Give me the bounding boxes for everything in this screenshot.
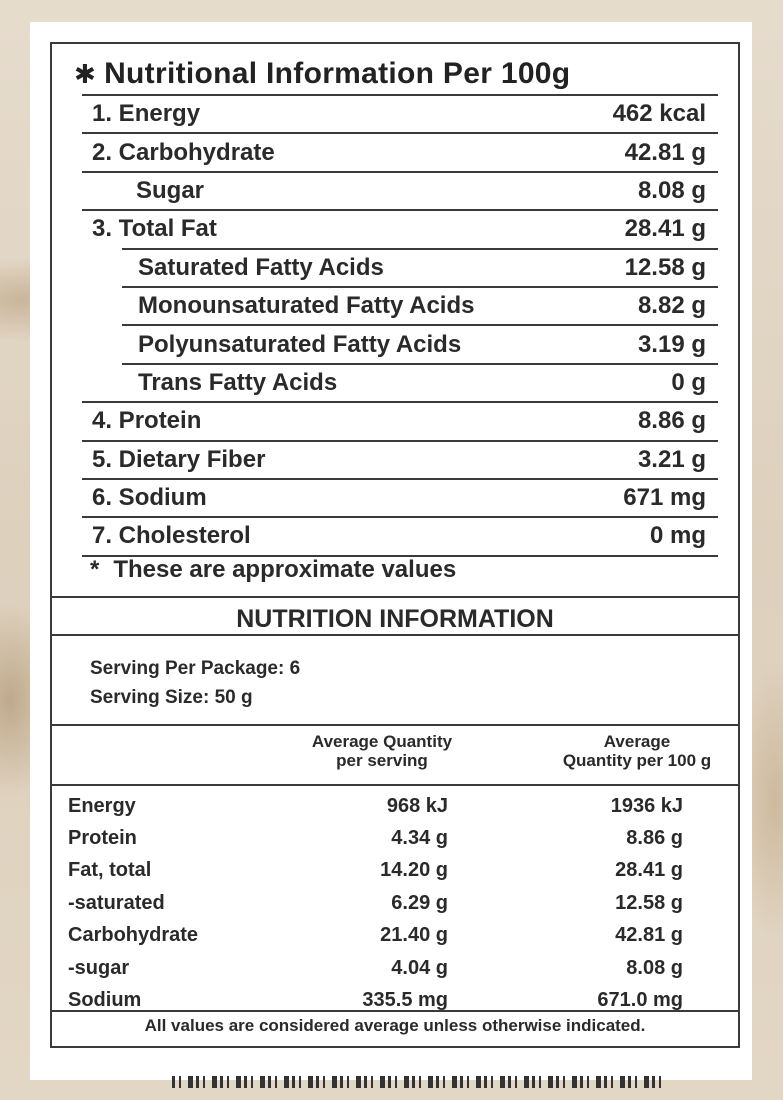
table-row: Fat, total 14.20 g 28.41 g — [68, 855, 728, 887]
column-header-line: per serving — [336, 751, 428, 770]
section-divider — [52, 596, 738, 598]
nutrient-name: 6. Sodium — [92, 484, 207, 512]
nutrient-name: Saturated Fatty Acids — [138, 253, 384, 281]
per-serving-value: 4.04 g — [391, 956, 448, 979]
per-serving-value: 968 kJ — [386, 794, 448, 817]
table-row: Monounsaturated Fatty Acids 8.82 g — [122, 285, 718, 324]
column-header-line: Average — [603, 732, 671, 751]
nutrient-value: 671 mg — [623, 484, 706, 512]
table-row: Polyunsaturated Fatty Acids 3.19 g — [122, 324, 718, 362]
per-100g-value: 28.41 g — [615, 859, 683, 882]
nutrient-value: 8.82 g — [637, 292, 706, 320]
table-row: Trans Fatty Acids 0 g — [122, 362, 718, 401]
nutrient-name: Energy — [68, 794, 136, 817]
table-row: 1. Energy 462 kcal — [82, 94, 718, 132]
nutrient-name: 7. Cholesterol — [92, 522, 251, 550]
nutrient-value: 8.08 g — [637, 176, 706, 204]
footer-note: All values are considered average unless… — [144, 1016, 646, 1035]
column-header-per-serving: Average Quantity per serving — [282, 732, 482, 770]
table-row: Protein 4.34 g 8.86 g — [68, 822, 728, 854]
nutrient-value: 8.86 g — [637, 407, 706, 435]
table-row: Energy 968 kJ 1936 kJ — [68, 790, 728, 822]
top-title-text: Nutritional Information Per 100g — [104, 57, 571, 90]
per-serving-value: 4.34 g — [391, 827, 448, 850]
asterisk-icon: ✱ — [74, 58, 97, 89]
serving-size: Serving Size: 50 g — [90, 687, 253, 708]
nutrient-name: 5. Dietary Fiber — [92, 445, 266, 473]
table-row: 4. Protein 8.86 g — [82, 401, 718, 439]
nutrient-value: 0 g — [671, 368, 706, 396]
per-serving-value: 21.40 g — [380, 924, 448, 947]
barcode-strip — [172, 1076, 662, 1088]
nutrient-value: 12.58 g — [624, 253, 706, 281]
table-row: -sugar 4.04 g 8.08 g — [68, 952, 728, 984]
nutrient-value: 28.41 g — [624, 215, 706, 243]
table-row: 6. Sodium 671 mg — [82, 477, 718, 516]
note-asterisk: * — [90, 556, 100, 583]
table-row: 3. Total Fat 28.41 g — [82, 209, 718, 247]
nutrient-name: Fat, total — [68, 859, 152, 882]
nutrient-name: Sodium — [68, 989, 142, 1012]
section-divider — [52, 1010, 738, 1012]
top-table-title: ✱ Nutritional Information Per 100g — [74, 54, 720, 94]
nutrient-name: Sugar — [136, 176, 205, 204]
per-serving-value: 6.29 g — [391, 891, 448, 914]
nutrient-name: Carbohydrate — [68, 924, 199, 947]
per-100g-value: 671.0 mg — [597, 989, 683, 1012]
table-row: 7. Cholesterol 0 mg — [82, 516, 718, 554]
nutrition-per-100g-table: 1. Energy 462 kcal 2. Carbohydrate 42.81 g S… — [82, 94, 718, 557]
nutrient-value: 0 mg — [649, 522, 706, 550]
column-header-per-100g: Average Quantity per 100 g — [542, 732, 732, 770]
per-100g-value: 42.81 g — [615, 924, 683, 947]
nutrient-name: Monounsaturated Fatty Acids — [138, 292, 475, 320]
approximate-note: * These are approximate values — [90, 556, 456, 584]
nutrient-value: 42.81 g — [624, 138, 706, 166]
serving-per-package: Serving Per Package: 6 — [90, 658, 301, 679]
nutrition-panel: ✱ Nutritional Information Per 100g 1. En… — [50, 42, 740, 1048]
per-serving-value: 14.20 g — [380, 859, 448, 882]
table-row: 5. Dietary Fiber 3.21 g — [82, 439, 718, 478]
table-row: -saturated 6.29 g 12.58 g — [68, 887, 728, 919]
nutrient-value: 3.21 g — [637, 445, 706, 473]
per-100g-value: 12.58 g — [615, 891, 683, 914]
nutrient-name: 2. Carbohydrate — [92, 138, 275, 166]
nutrient-name: -sugar — [68, 956, 130, 979]
nutrition-information-title: NUTRITION INFORMATION — [236, 604, 554, 633]
table-row: Saturated Fatty Acids 12.58 g — [122, 247, 718, 286]
nutrient-name: -saturated — [68, 891, 165, 914]
column-header-line: Average Quantity — [311, 732, 453, 751]
serving-info: Serving Per Package: 6 Serving Size: 50 … — [90, 654, 300, 712]
nutrient-name: 4. Protein — [92, 407, 202, 435]
per-100g-value: 1936 kJ — [610, 794, 683, 817]
per-serving-value: 335.5 mg — [362, 989, 448, 1012]
nutrition-information-table: Energy 968 kJ 1936 kJ Protein 4.34 g 8.86 g Fa… — [68, 790, 728, 1017]
nutrient-name: Trans Fatty Acids — [138, 368, 338, 396]
nutrient-name: Polyunsaturated Fatty Acids — [138, 330, 462, 358]
nutrient-name: Protein — [68, 827, 137, 850]
note-text: These are approximate values — [113, 556, 457, 583]
per-100g-value: 8.08 g — [626, 956, 683, 979]
table-row: 2. Carbohydrate 42.81 g — [82, 132, 718, 170]
table-row: Sugar 8.08 g — [82, 170, 718, 209]
table-row: Carbohydrate 21.40 g 42.81 g — [68, 920, 728, 952]
table-bottom-rule — [82, 554, 718, 557]
nutrient-name: 3. Total Fat — [92, 215, 217, 243]
section-divider — [52, 724, 738, 726]
section-divider — [52, 634, 738, 636]
column-header-line: Quantity per 100 g — [562, 751, 712, 770]
nutrient-name: 1. Energy — [92, 100, 201, 128]
section-divider — [52, 784, 738, 786]
table-row: Sodium 335.5 mg 671.0 mg — [68, 984, 728, 1016]
nutrient-value: 462 kcal — [612, 100, 706, 128]
nutrient-value: 3.19 g — [637, 330, 706, 358]
per-100g-value: 8.86 g — [626, 827, 683, 850]
